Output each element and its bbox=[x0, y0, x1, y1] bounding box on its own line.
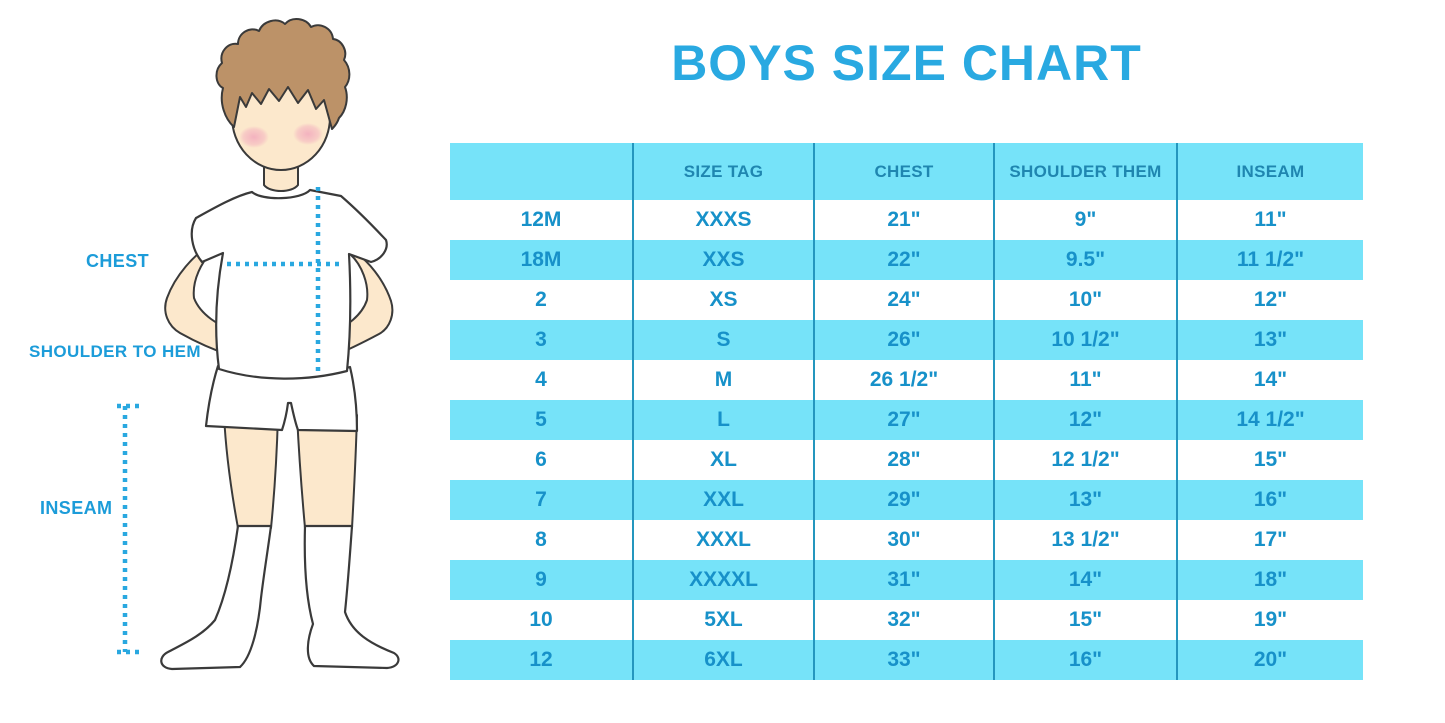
table-row: 6 XL 28" 12 1/2" 15" bbox=[450, 440, 1363, 480]
table-row: 2 XS 24" 10" 12" bbox=[450, 280, 1363, 320]
cell-inseam: 18" bbox=[1176, 560, 1363, 600]
column-header-chest: CHEST bbox=[813, 143, 994, 200]
inseam-dotted-line bbox=[117, 403, 142, 655]
cell-chest: 31" bbox=[813, 560, 994, 600]
cell-size-tag: 6XL bbox=[632, 640, 814, 680]
cell-shoulder: 14" bbox=[993, 560, 1177, 600]
cell-size: 6 bbox=[450, 440, 633, 480]
cell-chest: 21" bbox=[813, 200, 994, 240]
table-row: 12 6XL 33" 16" 20" bbox=[450, 640, 1363, 680]
blush-right-icon bbox=[293, 123, 323, 145]
cell-size: 7 bbox=[450, 480, 633, 520]
cell-size-tag: M bbox=[632, 360, 814, 400]
cell-inseam: 20" bbox=[1176, 640, 1363, 680]
inseam-label: INSEAM bbox=[40, 498, 113, 518]
cell-size: 4 bbox=[450, 360, 633, 400]
cell-inseam: 17" bbox=[1176, 520, 1363, 560]
cell-chest: 26" bbox=[813, 320, 994, 360]
cell-size-tag: XS bbox=[632, 280, 814, 320]
cell-chest: 22" bbox=[813, 240, 994, 280]
cell-size-tag: L bbox=[632, 400, 814, 440]
cell-size-tag: XXL bbox=[632, 480, 814, 520]
cell-shoulder: 10" bbox=[993, 280, 1177, 320]
column-header-shoulder: SHOULDER THEM bbox=[993, 143, 1177, 200]
cell-size: 18M bbox=[450, 240, 633, 280]
table-row: 8 XXXL 30" 13 1/2" 17" bbox=[450, 520, 1363, 560]
cell-shoulder: 13 1/2" bbox=[993, 520, 1177, 560]
cell-shoulder: 9.5" bbox=[993, 240, 1177, 280]
table-row: 4 M 26 1/2" 11" 14" bbox=[450, 360, 1363, 400]
table-row: 10 5XL 32" 15" 19" bbox=[450, 600, 1363, 640]
table-row: 7 XXL 29" 13" 16" bbox=[450, 480, 1363, 520]
cell-inseam: 15" bbox=[1176, 440, 1363, 480]
cell-size-tag: XL bbox=[632, 440, 814, 480]
table-row: 5 L 27" 12" 14 1/2" bbox=[450, 400, 1363, 440]
cell-shoulder: 12" bbox=[993, 400, 1177, 440]
tshirt-shape bbox=[190, 188, 388, 380]
column-header-inseam: INSEAM bbox=[1176, 143, 1363, 200]
cell-inseam: 14 1/2" bbox=[1176, 400, 1363, 440]
table-row: 18M XXS 22" 9.5" 11 1/2" bbox=[450, 240, 1363, 280]
cell-inseam: 19" bbox=[1176, 600, 1363, 640]
page-title: BOYS SIZE CHART bbox=[671, 35, 1142, 91]
cell-chest: 32" bbox=[813, 600, 994, 640]
cell-size-tag: XXXS bbox=[632, 200, 814, 240]
left-sock-shape bbox=[160, 524, 273, 671]
cell-chest: 26 1/2" bbox=[813, 360, 994, 400]
column-header-size-tag: SIZE TAG bbox=[632, 143, 814, 200]
table-row: 12M XXXS 21" 9" 11" bbox=[450, 200, 1363, 240]
cell-shoulder: 16" bbox=[993, 640, 1177, 680]
boy-illustration bbox=[117, 18, 400, 671]
hair-shape bbox=[215, 18, 351, 130]
cell-shoulder: 12 1/2" bbox=[993, 440, 1177, 480]
cell-inseam: 11 1/2" bbox=[1176, 240, 1363, 280]
table-row: 3 S 26" 10 1/2" 13" bbox=[450, 320, 1363, 360]
cell-shoulder: 11" bbox=[993, 360, 1177, 400]
cell-inseam: 13" bbox=[1176, 320, 1363, 360]
cell-size: 9 bbox=[450, 560, 633, 600]
cell-chest: 28" bbox=[813, 440, 994, 480]
cell-size: 12 bbox=[450, 640, 633, 680]
right-sock-shape bbox=[303, 524, 400, 670]
cell-chest: 33" bbox=[813, 640, 994, 680]
chest-label: CHEST bbox=[86, 251, 150, 271]
cell-size: 12M bbox=[450, 200, 633, 240]
cell-shoulder: 10 1/2" bbox=[993, 320, 1177, 360]
cell-size: 8 bbox=[450, 520, 633, 560]
cell-inseam: 12" bbox=[1176, 280, 1363, 320]
cell-shoulder: 15" bbox=[993, 600, 1177, 640]
cell-chest: 27" bbox=[813, 400, 994, 440]
cell-shoulder: 9" bbox=[993, 200, 1177, 240]
cell-size: 2 bbox=[450, 280, 633, 320]
right-leg-shape bbox=[296, 414, 358, 529]
column-header-size bbox=[450, 143, 633, 200]
shoulder-to-hem-label: SHOULDER TO HEM bbox=[29, 342, 201, 361]
cell-size-tag: XXS bbox=[632, 240, 814, 280]
blush-left-icon bbox=[239, 126, 269, 148]
cell-inseam: 16" bbox=[1176, 480, 1363, 520]
size-table: SIZE TAG CHEST SHOULDER THEM INSEAM 12M … bbox=[450, 143, 1363, 680]
cell-chest: 24" bbox=[813, 280, 994, 320]
cell-chest: 29" bbox=[813, 480, 994, 520]
cell-size-tag: XXXXL bbox=[632, 560, 814, 600]
cell-size: 5 bbox=[450, 400, 633, 440]
cell-size: 3 bbox=[450, 320, 633, 360]
cell-size-tag: S bbox=[632, 320, 814, 360]
table-row: 9 XXXXL 31" 14" 18" bbox=[450, 560, 1363, 600]
header-row: SIZE TAG CHEST SHOULDER THEM INSEAM bbox=[450, 143, 1363, 200]
cell-inseam: 14" bbox=[1176, 360, 1363, 400]
cell-size-tag: 5XL bbox=[632, 600, 814, 640]
cell-size-tag: XXXL bbox=[632, 520, 814, 560]
cell-inseam: 11" bbox=[1176, 200, 1363, 240]
cell-chest: 30" bbox=[813, 520, 994, 560]
left-leg-shape bbox=[223, 414, 279, 529]
cell-size: 10 bbox=[450, 600, 633, 640]
cell-shoulder: 13" bbox=[993, 480, 1177, 520]
